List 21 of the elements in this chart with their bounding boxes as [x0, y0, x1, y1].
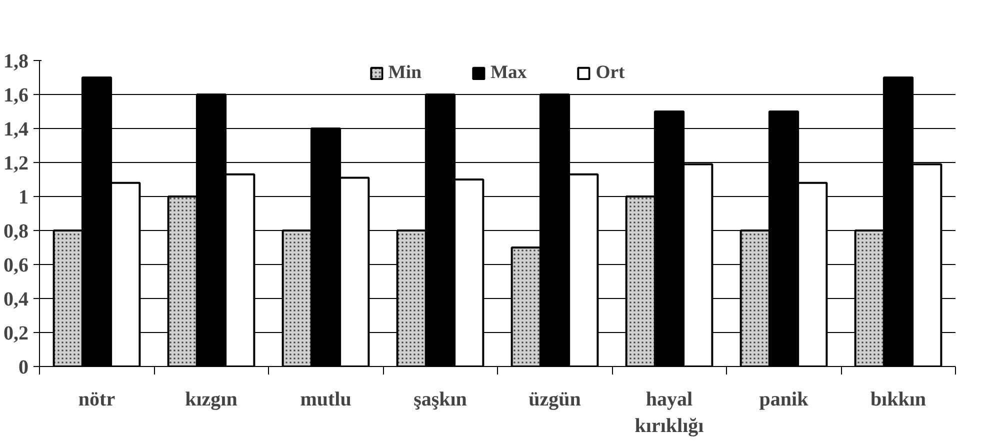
x-tick-label: şaşkın [414, 388, 467, 410]
y-tick-label: 0,2 [4, 322, 28, 344]
y-tick-label: 1 [18, 186, 28, 208]
y-tick-label: 1,4 [4, 118, 28, 140]
x-tick-label: kızgın [185, 388, 238, 410]
x-tick-label: panik [759, 388, 810, 410]
legend-label: Min [388, 62, 422, 84]
y-tick-label: 1,8 [4, 50, 28, 72]
x-tick-label: nötr [78, 388, 116, 410]
x-tick-label: üzgün [528, 388, 581, 410]
x-tick-label: mutlu [300, 388, 352, 410]
legend-label: Ort [596, 62, 625, 84]
y-tick-label: 0,8 [4, 220, 28, 242]
y-tick-label: 0,6 [4, 254, 28, 276]
y-tick-label: 0,4 [4, 288, 28, 310]
y-tick-label: 1,2 [4, 152, 28, 174]
y-tick-label: 0 [18, 356, 28, 378]
x-tick-label: hayal kırıklığı [634, 388, 704, 437]
y-tick-label: 1,6 [4, 84, 28, 106]
x-tick-label: bıkkın [870, 388, 926, 410]
legend-label: Max [490, 62, 527, 84]
